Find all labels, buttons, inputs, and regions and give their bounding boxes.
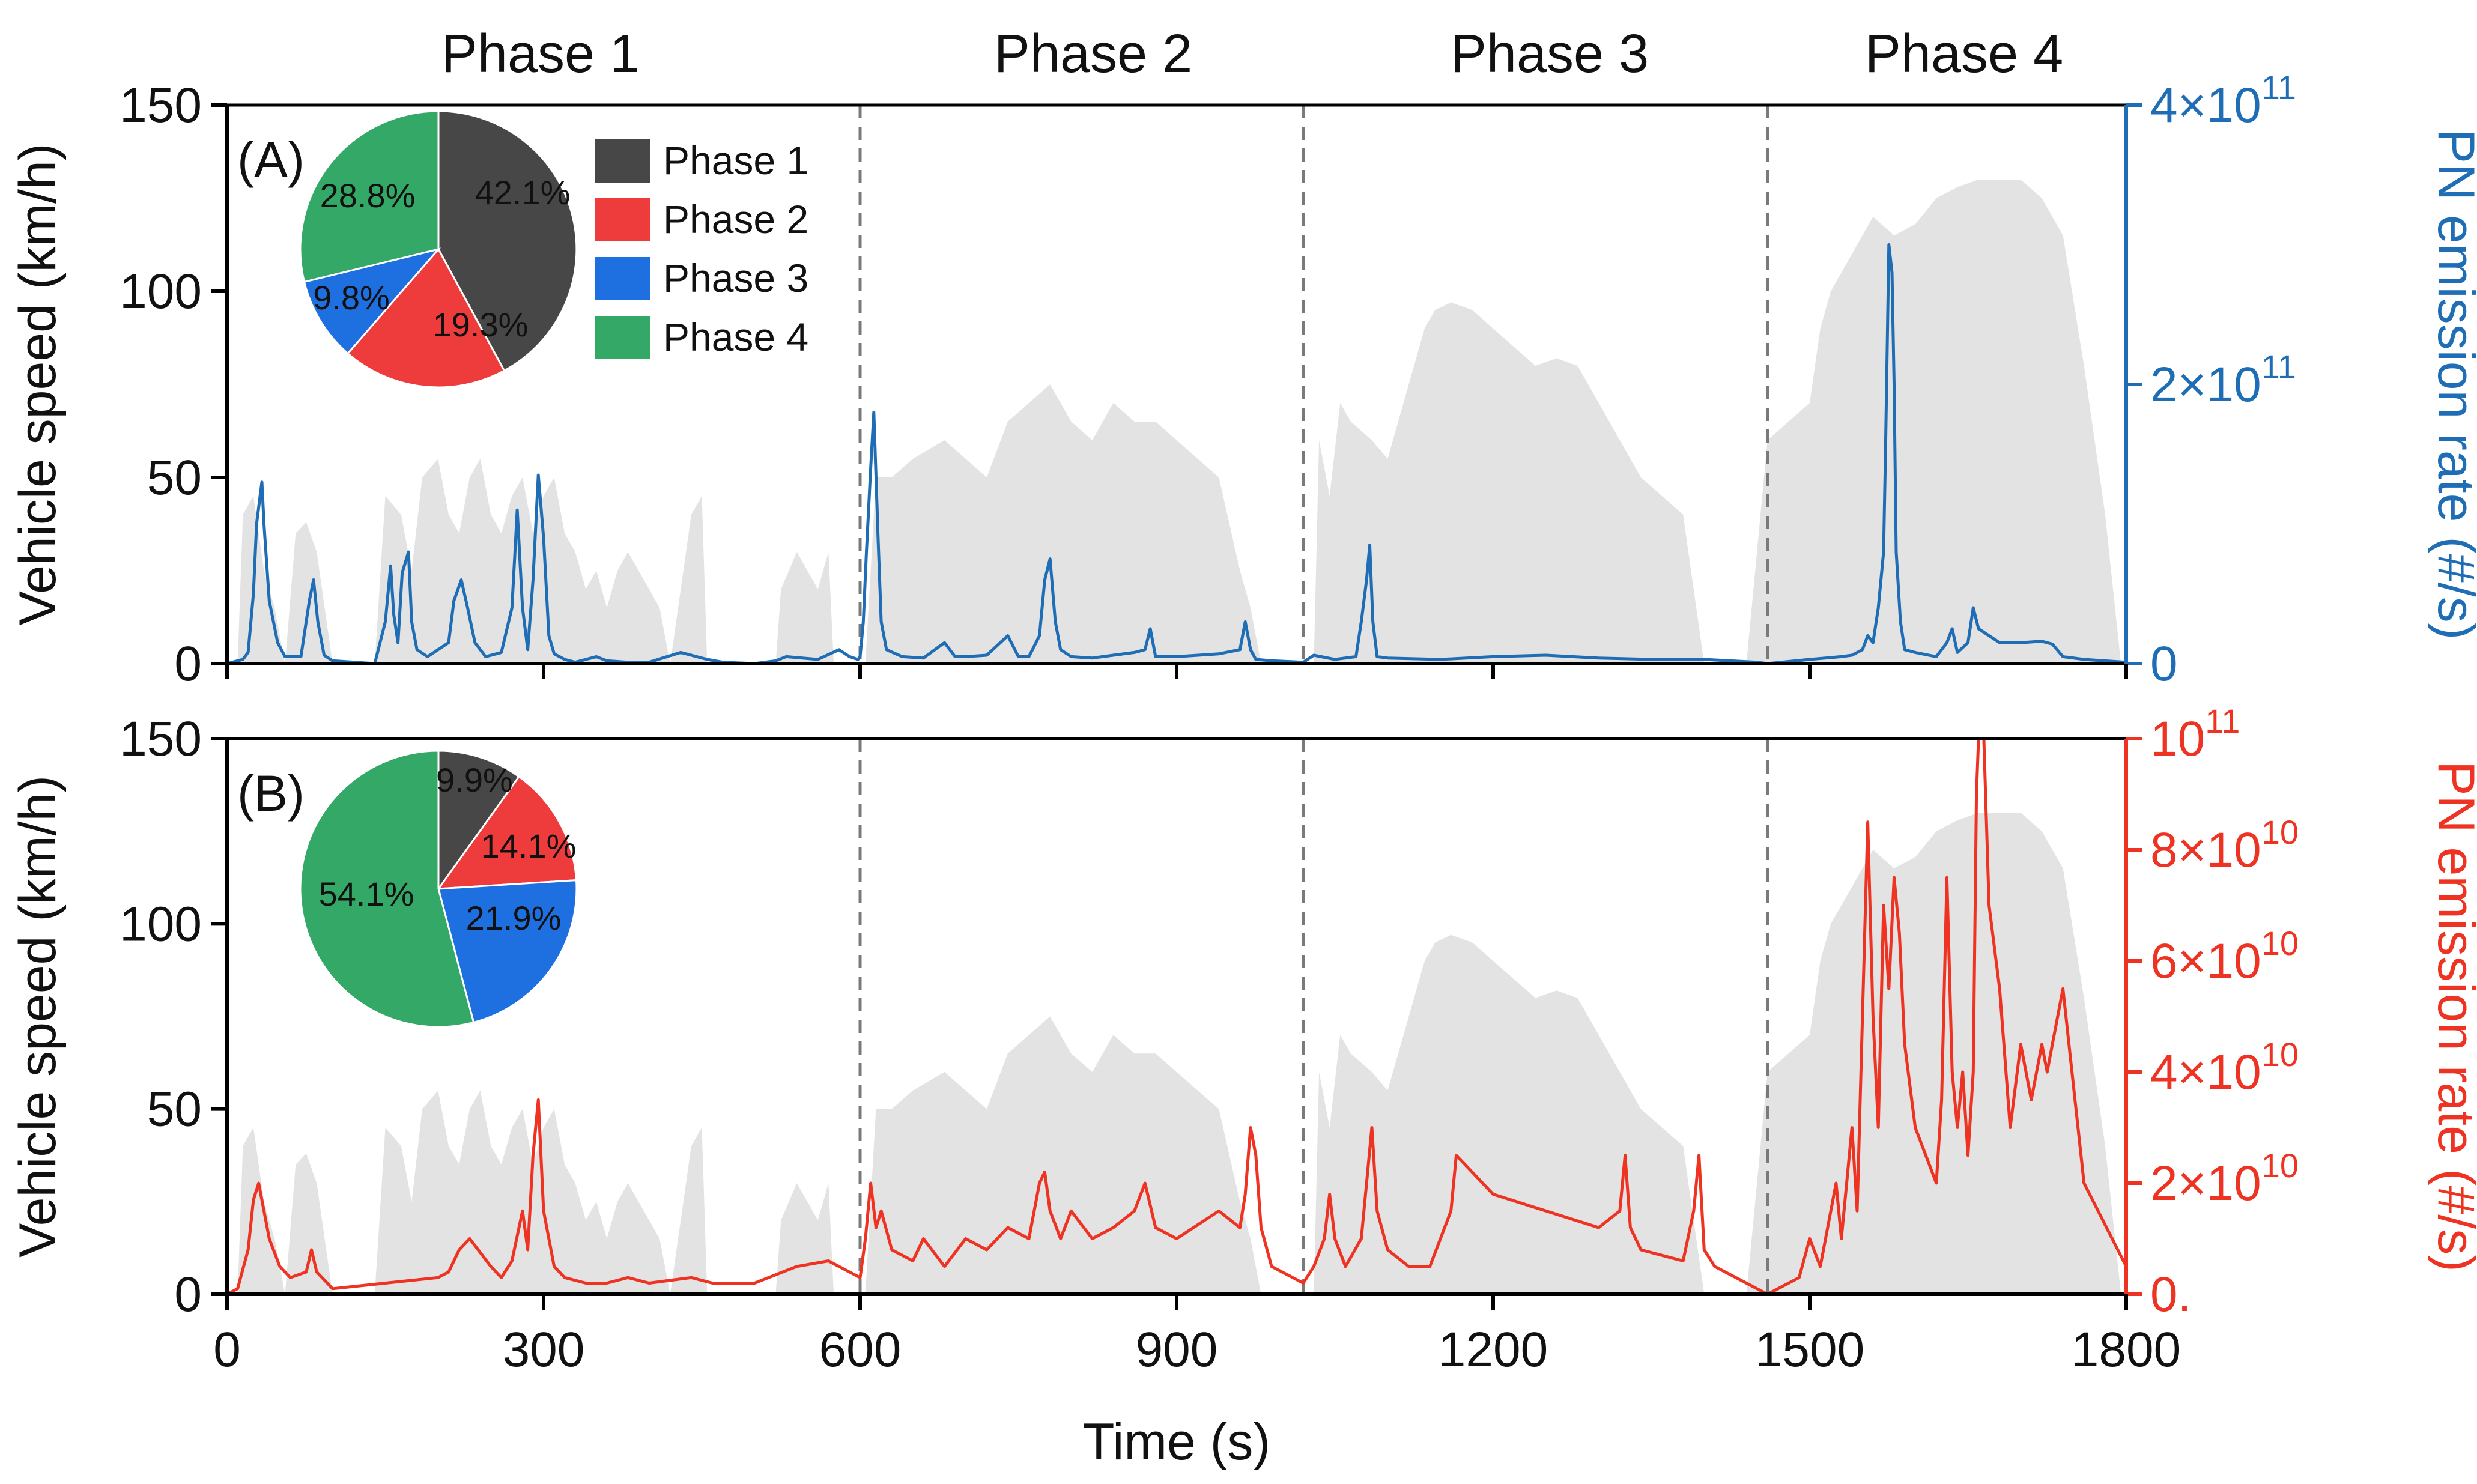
- right-tick-label: 2×1011: [2150, 348, 2296, 412]
- pie-value-label: 19.3%: [433, 306, 529, 344]
- right-tick-base: 6×10: [2150, 934, 2261, 989]
- right-tick-base: 8×10: [2150, 823, 2261, 877]
- right-tick-base: 0.: [2150, 1267, 2191, 1322]
- phase-label: Phase 2: [994, 24, 1192, 84]
- pie-value-label: 54.1%: [319, 875, 414, 913]
- right-tick-exponent: 10: [2261, 1146, 2299, 1184]
- right-tick-label: 8×1010: [2150, 813, 2299, 877]
- legend-label: Phase 1: [663, 138, 808, 183]
- right-tick-base: 4×10: [2150, 78, 2261, 133]
- right-tick-label: 2×1010: [2150, 1146, 2299, 1211]
- left-tick-label: 150: [120, 78, 202, 133]
- right-tick-label: 0: [2150, 637, 2178, 691]
- pie-value-label: 14.1%: [481, 827, 577, 865]
- left-axis-title: Vehicle speed (km/h): [9, 143, 67, 625]
- pie-slice: [303, 247, 441, 355]
- right-tick-label: 4×1011: [2150, 68, 2296, 133]
- speed-area: [227, 813, 2121, 1294]
- legend-swatch: [595, 316, 650, 359]
- legend-swatch: [595, 139, 650, 183]
- x-tick-label: 300: [503, 1322, 585, 1377]
- right-tick-exponent: 10: [2261, 1035, 2299, 1073]
- left-tick-label: 100: [120, 264, 202, 319]
- pie-slice: [346, 247, 506, 389]
- phase-label: Phase 4: [1865, 24, 2063, 84]
- left-tick-label: 50: [147, 450, 202, 505]
- x-tick-label: 600: [819, 1322, 902, 1377]
- right-tick-exponent: 10: [2261, 813, 2299, 851]
- right-tick-label: 6×1010: [2150, 924, 2299, 989]
- pie-slice: [437, 750, 521, 892]
- pie-value-label: 9.9%: [436, 761, 513, 799]
- pie-value-label: 28.8%: [320, 177, 416, 214]
- right-axis-title: PN emission rate (#/s): [2427, 761, 2477, 1272]
- left-tick-label: 0: [174, 637, 202, 691]
- pie-slice: [299, 750, 475, 1028]
- right-tick-exponent: 11: [2205, 702, 2240, 740]
- legend-label: Phase 2: [663, 197, 808, 241]
- left-tick-label: 0: [174, 1267, 202, 1322]
- pie-value-label: 9.8%: [313, 279, 390, 316]
- x-tick-label: 900: [1136, 1322, 1218, 1377]
- legend-swatch: [595, 198, 650, 241]
- right-tick-base: 10: [2150, 712, 2205, 766]
- x-axis-title: Time (s): [1083, 1413, 1270, 1471]
- right-tick-base: 0: [2150, 637, 2178, 691]
- right-tick-label: 4×1010: [2150, 1035, 2299, 1100]
- pie-slice: [437, 110, 578, 372]
- left-tick-label: 100: [120, 897, 202, 951]
- right-tick-exponent: 10: [2261, 924, 2299, 962]
- phase-label: Phase 3: [1451, 24, 1649, 84]
- phase-label: Phase 1: [441, 24, 640, 84]
- x-tick-label: 1800: [2072, 1322, 2181, 1377]
- panel-label: (A): [237, 132, 305, 188]
- left-tick-label: 150: [120, 712, 202, 766]
- right-tick-base: 2×10: [2150, 357, 2261, 412]
- pie-slice: [437, 879, 578, 1024]
- right-tick-exponent: 11: [2261, 348, 2296, 386]
- right-tick-exponent: 11: [2261, 68, 2296, 106]
- left-axis-title: Vehicle speed (km/h): [9, 775, 67, 1258]
- pn-emission-line: [226, 737, 2128, 1296]
- pie-slice: [299, 110, 440, 283]
- legend-label: Phase 4: [663, 315, 808, 359]
- right-tick-base: 4×10: [2150, 1045, 2261, 1100]
- pie-value-label: 42.1%: [475, 174, 571, 211]
- panel-label: (B): [237, 765, 305, 822]
- right-tick-base: 2×10: [2150, 1156, 2261, 1211]
- x-tick-label: 1200: [1439, 1322, 1548, 1377]
- legend-swatch: [595, 257, 650, 300]
- pn-emission-line: [226, 243, 2127, 665]
- right-tick-label: 0.: [2150, 1267, 2191, 1322]
- right-axis-title: PN emission rate (#/s): [2427, 129, 2477, 640]
- x-tick-label: 1500: [1755, 1322, 1864, 1377]
- pie-slice: [436, 775, 578, 890]
- legend-label: Phase 3: [663, 256, 808, 300]
- speed-area: [227, 180, 2121, 664]
- right-tick-label: 1011: [2150, 702, 2240, 766]
- x-tick-label: 0: [213, 1322, 241, 1377]
- pie-value-label: 21.9%: [466, 899, 562, 937]
- left-tick-label: 50: [147, 1082, 202, 1137]
